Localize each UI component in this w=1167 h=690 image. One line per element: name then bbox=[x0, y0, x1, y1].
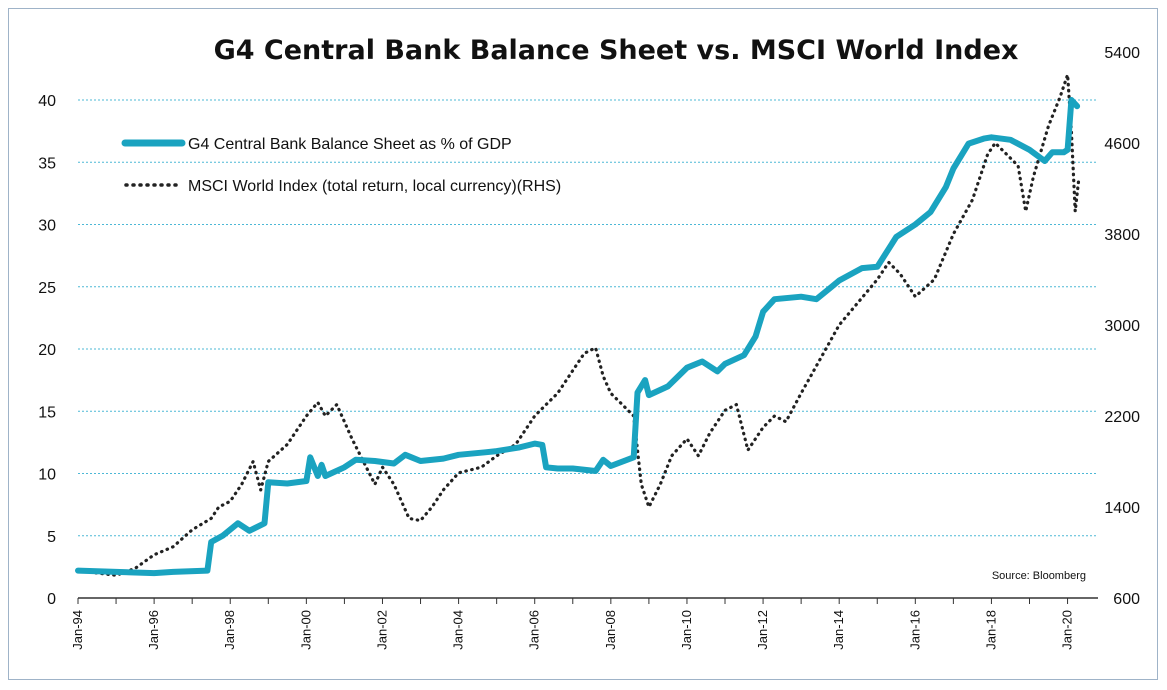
y-left-tick-label: 15 bbox=[38, 404, 56, 421]
source-note: Source: Bloomberg bbox=[992, 570, 1086, 582]
y-right-tick-label: 600 bbox=[1113, 591, 1140, 608]
x-tick-label: Jan-96 bbox=[146, 610, 161, 650]
x-tick-label: Jan-12 bbox=[755, 610, 770, 650]
legend-label-msci: MSCI World Index (total return, local cu… bbox=[188, 178, 561, 195]
y-right-tick-label: 1400 bbox=[1104, 500, 1140, 517]
chart-title: G4 Central Bank Balance Sheet vs. MSCI W… bbox=[214, 35, 1019, 66]
y-right-tick-label: 3800 bbox=[1104, 227, 1140, 244]
y-right-tick-label: 2200 bbox=[1104, 409, 1140, 426]
y-right-tick-label: 4600 bbox=[1104, 136, 1140, 153]
x-tick-label: Jan-94 bbox=[70, 610, 85, 650]
y-left-tick-label: 35 bbox=[38, 155, 56, 172]
x-tick-label: Jan-06 bbox=[527, 610, 542, 650]
x-tick-label: Jan-98 bbox=[222, 610, 237, 650]
y-right-tick-label: 3000 bbox=[1104, 318, 1140, 335]
x-axis: Jan-94 Jan-96 Jan-98 Jan-00 Jan-02 Jan-04 Jan-… bbox=[70, 597, 1098, 650]
x-tick-label: Jan-10 bbox=[679, 610, 694, 650]
x-tick-label: Jan-00 bbox=[298, 610, 313, 650]
y-left-tick-label: 30 bbox=[38, 218, 56, 235]
series-layer bbox=[75, 73, 1081, 577]
x-tick-label: Jan-18 bbox=[983, 610, 998, 650]
y-left-tick-label: 5 bbox=[47, 529, 56, 546]
x-tick-label: Jan-16 bbox=[907, 610, 922, 650]
y-left-tick-label: 0 bbox=[47, 591, 56, 608]
series-line-balance-sheet bbox=[75, 97, 1081, 577]
x-tick-label: Jan-08 bbox=[603, 610, 618, 650]
x-tick-label: Jan-20 bbox=[1060, 610, 1075, 650]
legend-label-balance: G4 Central Bank Balance Sheet as % of GD… bbox=[188, 136, 512, 153]
y-axis-left: 0 5 10 15 20 25 30 35 40 bbox=[38, 93, 56, 608]
y-axis-right: 600 1400 2200 3000 3800 4600 5400 bbox=[1104, 45, 1140, 608]
legend: G4 Central Bank Balance Sheet as % of GD… bbox=[121, 136, 561, 195]
y-left-tick-label: 10 bbox=[38, 467, 56, 484]
x-tick-label: Jan-04 bbox=[451, 610, 466, 650]
y-left-tick-label: 20 bbox=[38, 342, 56, 359]
y-right-tick-label: 5400 bbox=[1104, 45, 1140, 62]
x-tick-label: Jan-14 bbox=[831, 610, 846, 650]
series-line-msci bbox=[76, 73, 1081, 577]
y-left-tick-label: 25 bbox=[38, 280, 56, 297]
y-left-tick-label: 40 bbox=[38, 93, 56, 110]
x-tick-label: Jan-02 bbox=[374, 610, 389, 650]
